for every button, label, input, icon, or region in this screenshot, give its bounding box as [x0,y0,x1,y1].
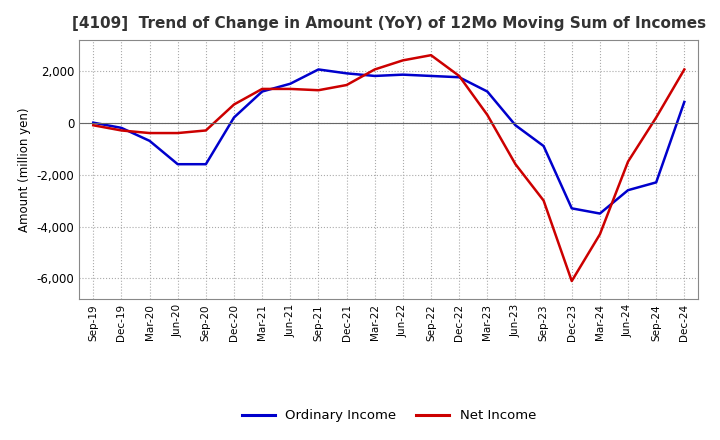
Ordinary Income [455,75,464,80]
Ordinary Income [342,71,351,76]
Net Income [624,159,632,164]
Net Income [286,86,294,92]
Net Income [258,86,266,92]
Ordinary Income [511,123,520,128]
Net Income [370,67,379,72]
Ordinary Income [174,161,182,167]
Legend: Ordinary Income, Net Income: Ordinary Income, Net Income [236,404,541,428]
Net Income [595,231,604,237]
Title: [4109]  Trend of Change in Amount (YoY) of 12Mo Moving Sum of Incomes: [4109] Trend of Change in Amount (YoY) o… [72,16,706,32]
Net Income [399,58,408,63]
Ordinary Income [539,143,548,149]
Ordinary Income [202,161,210,167]
Net Income [455,73,464,79]
Net Income [483,112,492,117]
Net Income [230,102,238,107]
Ordinary Income [370,73,379,79]
Net Income [117,128,126,133]
Net Income [145,130,154,136]
Ordinary Income [680,99,688,105]
Line: Ordinary Income: Ordinary Income [94,70,684,213]
Ordinary Income [652,180,660,185]
Ordinary Income [117,125,126,131]
Ordinary Income [89,120,98,125]
Ordinary Income [399,72,408,77]
Ordinary Income [286,81,294,86]
Ordinary Income [483,89,492,94]
Ordinary Income [595,211,604,216]
Ordinary Income [145,138,154,143]
Net Income [427,52,436,58]
Net Income [342,82,351,88]
Net Income [314,88,323,93]
Ordinary Income [230,115,238,120]
Net Income [174,130,182,136]
Net Income [652,115,660,120]
Line: Net Income: Net Income [94,55,684,281]
Net Income [202,128,210,133]
Y-axis label: Amount (million yen): Amount (million yen) [18,107,31,231]
Ordinary Income [427,73,436,79]
Ordinary Income [567,205,576,211]
Net Income [511,161,520,167]
Ordinary Income [258,89,266,94]
Ordinary Income [314,67,323,72]
Ordinary Income [624,187,632,193]
Net Income [539,198,548,203]
Net Income [567,279,576,284]
Net Income [89,123,98,128]
Net Income [680,67,688,72]
